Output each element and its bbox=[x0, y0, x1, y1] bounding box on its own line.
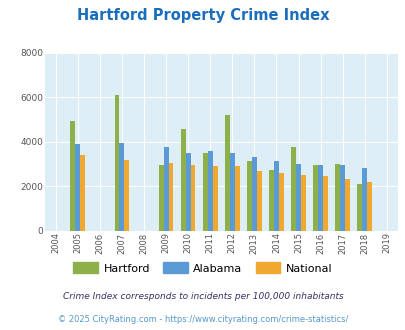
Bar bbox=[163, 148, 168, 231]
Bar bbox=[168, 163, 173, 231]
Legend: Hartford, Alabama, National: Hartford, Alabama, National bbox=[69, 258, 336, 278]
Bar bbox=[124, 160, 129, 231]
Bar bbox=[119, 143, 124, 231]
Bar bbox=[295, 164, 300, 231]
Bar bbox=[185, 153, 190, 231]
Bar bbox=[158, 165, 163, 231]
Bar bbox=[180, 128, 185, 231]
Bar bbox=[278, 173, 283, 231]
Bar bbox=[356, 184, 361, 231]
Bar bbox=[212, 166, 217, 231]
Bar bbox=[322, 177, 327, 231]
Bar bbox=[224, 115, 229, 231]
Bar bbox=[366, 182, 371, 231]
Bar bbox=[114, 95, 119, 231]
Bar bbox=[202, 153, 207, 231]
Bar bbox=[318, 165, 322, 231]
Bar bbox=[80, 155, 85, 231]
Bar bbox=[70, 121, 75, 231]
Bar bbox=[234, 166, 239, 231]
Text: Hartford Property Crime Index: Hartford Property Crime Index bbox=[77, 8, 328, 23]
Bar bbox=[269, 170, 273, 231]
Bar bbox=[290, 148, 295, 231]
Text: © 2025 CityRating.com - https://www.cityrating.com/crime-statistics/: © 2025 CityRating.com - https://www.city… bbox=[58, 315, 347, 324]
Text: Crime Index corresponds to incidents per 100,000 inhabitants: Crime Index corresponds to incidents per… bbox=[62, 292, 343, 301]
Bar bbox=[256, 171, 261, 231]
Bar bbox=[344, 179, 349, 231]
Bar bbox=[75, 144, 80, 231]
Bar bbox=[252, 157, 256, 231]
Bar bbox=[229, 153, 234, 231]
Bar bbox=[273, 161, 278, 231]
Bar bbox=[247, 161, 252, 231]
Bar bbox=[313, 165, 318, 231]
Bar bbox=[339, 165, 344, 231]
Bar bbox=[361, 168, 366, 231]
Bar bbox=[335, 164, 339, 231]
Bar bbox=[207, 151, 212, 231]
Bar bbox=[300, 175, 305, 231]
Bar bbox=[190, 165, 195, 231]
